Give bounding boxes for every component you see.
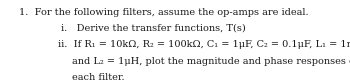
Text: 1.  For the following filters, assume the op-amps are ideal.: 1. For the following filters, assume the…: [19, 8, 309, 17]
Text: and L₂ = 1μH, plot the magnitude and phase responses of: and L₂ = 1μH, plot the magnitude and pha…: [72, 57, 350, 66]
Text: each filter.: each filter.: [72, 73, 124, 82]
Text: i.   Derive the transfer functions, T(s): i. Derive the transfer functions, T(s): [61, 24, 246, 33]
Text: ii.  If R₁ = 10kΩ, R₂ = 100kΩ, C₁ = 1μF, C₂ = 0.1μF, L₁ = 1nH,: ii. If R₁ = 10kΩ, R₂ = 100kΩ, C₁ = 1μF, …: [58, 40, 350, 49]
